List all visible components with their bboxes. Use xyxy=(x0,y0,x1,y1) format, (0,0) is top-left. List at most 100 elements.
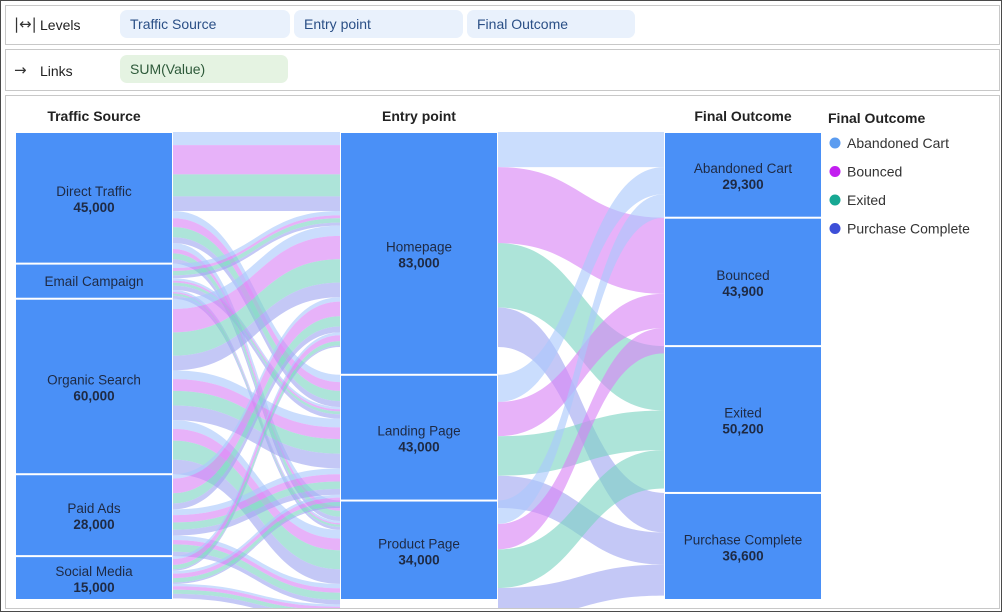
node-label-landing-page: Landing Page xyxy=(377,424,460,439)
link-social-media-to-homepage-purchase-complete xyxy=(173,345,340,571)
expand-horizontal-icon: |↔| xyxy=(14,15,37,33)
link-organic-search-to-homepage-abandoned-cart xyxy=(173,225,340,309)
node-value-organic-search: 60,000 xyxy=(73,388,114,403)
node-bounced xyxy=(665,218,821,346)
link-email-campaign-to-homepage-exited xyxy=(173,218,340,276)
link-paid-ads-to-homepage-purchase-complete xyxy=(173,326,340,510)
link-paid-ads-to-landing-page-purchase-complete xyxy=(173,488,340,536)
level-pill-entry-point[interactable]: Entry point xyxy=(294,10,463,38)
link-direct-traffic-to-product-page-bounced xyxy=(173,249,340,511)
node-label-homepage: Homepage xyxy=(386,239,452,254)
node-homepage xyxy=(341,133,497,374)
link-social-media-to-landing-page-abandoned-cart xyxy=(173,494,340,574)
node-value-exited: 50,200 xyxy=(722,422,763,437)
link-email-campaign-to-homepage-abandoned-cart xyxy=(173,210,340,269)
node-label-email-campaign: Email Campaign xyxy=(44,274,143,289)
link-organic-search-to-homepage-exited xyxy=(173,259,340,356)
link-social-media-to-landing-page-bounced xyxy=(173,497,340,579)
link-organic-search-to-landing-page-exited xyxy=(173,390,340,454)
link-product-page-to-abandoned-cart xyxy=(498,194,664,524)
link-paid-ads-to-homepage-exited xyxy=(173,316,340,504)
levels-label: Levels xyxy=(40,17,81,33)
legend: Final Outcome Abandoned Cart Bounced Exited… xyxy=(828,110,970,237)
link-email-campaign-to-landing-page-bounced xyxy=(173,280,340,412)
link-email-campaign-to-homepage-bounced xyxy=(173,215,340,271)
link-email-campaign-to-homepage-purchase-complete xyxy=(173,222,340,279)
node-landing-page xyxy=(341,375,497,500)
node-value-social-media: 15,000 xyxy=(73,580,114,595)
column-title-final-outcome: Final Outcome xyxy=(694,108,791,124)
legend-swatch-bounced xyxy=(829,166,841,177)
link-landing-page-to-abandoned-cart xyxy=(498,167,664,402)
levels-well: |↔| Levels Traffic Source Entry point Fi… xyxy=(5,5,1000,45)
link-email-campaign-to-landing-page-exited xyxy=(173,282,340,415)
node-product-page xyxy=(341,501,497,599)
node-social-media xyxy=(16,557,172,599)
link-direct-traffic-to-homepage-exited xyxy=(173,174,340,197)
link-paid-ads-to-product-page-abandoned-cart xyxy=(173,535,340,589)
links-well: → Links SUM(Value) xyxy=(5,49,1000,91)
link-organic-search-to-product-page-abandoned-cart xyxy=(173,420,340,539)
link-email-campaign-to-landing-page-abandoned-cart xyxy=(173,278,340,410)
legend-swatch-abandoned-cart xyxy=(829,137,841,149)
node-label-paid-ads: Paid Ads xyxy=(67,501,121,516)
node-organic-search xyxy=(16,299,172,474)
link-social-media-to-landing-page-purchase-complete xyxy=(173,506,340,584)
legend-item-bounced: Bounced xyxy=(847,164,902,180)
node-label-purchase-complete: Purchase Complete xyxy=(684,532,803,547)
column-title-traffic-source: Traffic Source xyxy=(47,108,141,124)
legend-item-abandoned-cart: Abandoned Cart xyxy=(847,135,949,151)
link-email-campaign-to-landing-page-purchase-complete xyxy=(173,285,340,419)
node-value-abandoned-cart: 29,300 xyxy=(722,177,763,192)
node-label-abandoned-cart: Abandoned Cart xyxy=(694,161,793,176)
node-exited xyxy=(665,347,821,492)
link-social-media-to-product-page-abandoned-cart xyxy=(173,583,340,607)
node-purchase-complete xyxy=(665,493,821,599)
sankey-plot-area: Traffic Source Direct Traffic 45,000 Email … xyxy=(5,95,1000,613)
node-value-landing-page: 43,000 xyxy=(398,440,439,455)
link-paid-ads-to-landing-page-exited xyxy=(173,481,340,530)
legend-title: Final Outcome xyxy=(828,110,925,126)
level-pill-final-outcome[interactable]: Final Outcome xyxy=(467,10,635,38)
legend-item-exited: Exited xyxy=(847,192,886,208)
link-homepage-to-abandoned-cart xyxy=(498,132,664,168)
link-pill-sum-value[interactable]: SUM(Value) xyxy=(120,55,288,83)
level-pill-traffic-source[interactable]: Traffic Source xyxy=(120,10,290,38)
legend-swatch-purchase-complete xyxy=(829,223,841,234)
link-social-media-to-product-page-bounced xyxy=(173,586,340,611)
node-label-direct-traffic: Direct Traffic xyxy=(56,184,132,199)
links-label: Links xyxy=(40,63,73,79)
node-label-product-page: Product Page xyxy=(378,536,460,551)
link-direct-traffic-to-product-page-exited xyxy=(173,253,340,517)
node-direct-traffic xyxy=(16,133,172,263)
link-social-media-to-landing-page-exited xyxy=(173,502,340,583)
node-email-campaign xyxy=(16,264,172,298)
legend-item-purchase-complete: Purchase Complete xyxy=(847,221,970,237)
column-title-entry-point: Entry point xyxy=(382,108,456,124)
link-product-page-to-purchase-complete xyxy=(498,564,664,613)
link-paid-ads-to-landing-page-abandoned-cart xyxy=(173,468,340,516)
node-value-product-page: 34,000 xyxy=(398,552,439,567)
link-paid-ads-to-product-page-purchase-complete xyxy=(173,551,340,605)
link-homepage-to-bounced xyxy=(498,167,664,294)
legend-swatch-exited xyxy=(829,194,841,206)
link-direct-traffic-to-product-page-abandoned-cart xyxy=(173,243,340,507)
link-paid-ads-to-homepage-abandoned-cart xyxy=(173,297,340,479)
node-label-organic-search: Organic Search xyxy=(47,372,141,387)
node-abandoned-cart xyxy=(665,133,821,217)
link-paid-ads-to-homepage-bounced xyxy=(173,301,340,494)
link-organic-search-to-homepage-bounced xyxy=(173,235,340,333)
node-value-bounced: 43,900 xyxy=(722,284,763,299)
link-organic-search-to-landing-page-purchase-complete xyxy=(173,405,340,469)
link-organic-search-to-homepage-purchase-complete xyxy=(173,282,340,371)
node-value-homepage: 83,000 xyxy=(398,255,439,270)
node-label-bounced: Bounced xyxy=(716,268,769,283)
link-direct-traffic-to-homepage-abandoned-cart xyxy=(173,132,340,146)
links-layer xyxy=(173,132,664,613)
link-social-media-to-homepage-exited xyxy=(173,341,340,570)
link-social-media-to-homepage-abandoned-cart xyxy=(173,332,340,560)
link-paid-ads-to-product-page-bounced xyxy=(173,540,340,593)
